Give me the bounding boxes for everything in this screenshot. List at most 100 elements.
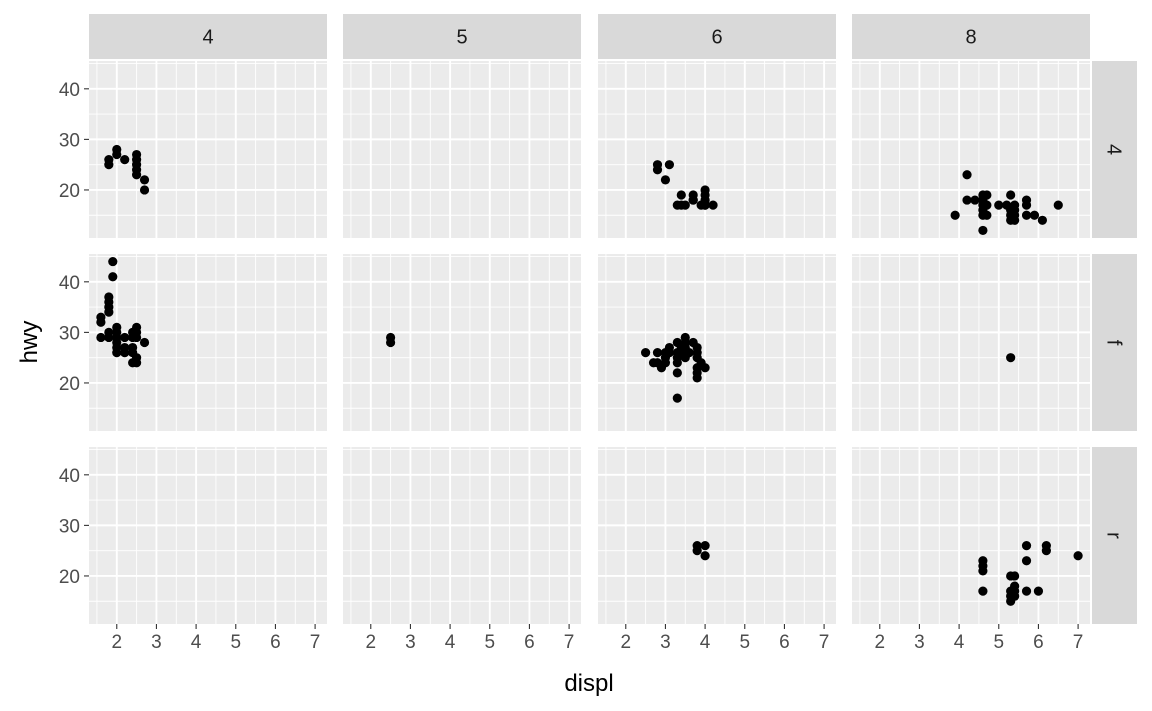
data-point: [1021, 586, 1032, 596]
y-tick-label: 40: [59, 273, 80, 294]
data-point: [672, 358, 682, 368]
data-point: [1021, 200, 1032, 210]
panel-background: [343, 61, 581, 238]
data-point: [104, 155, 114, 165]
data-point: [652, 165, 663, 175]
data-point: [1073, 551, 1083, 561]
data-point: [970, 195, 980, 205]
panel-background: [598, 254, 836, 431]
panel-background: [852, 61, 1090, 238]
data-point: [120, 155, 130, 165]
x-tick-label: 6: [524, 632, 535, 653]
x-tick-label: 3: [914, 632, 925, 653]
y-tick-label: 20: [59, 181, 80, 202]
data-point: [1010, 571, 1020, 581]
data-point: [1021, 556, 1032, 566]
data-point: [1010, 215, 1020, 225]
data-point: [700, 551, 710, 561]
x-tick-label: 2: [874, 632, 885, 653]
panel-background: [343, 254, 581, 431]
strip-label: r: [1103, 532, 1125, 539]
strip-label: 4: [202, 27, 213, 49]
data-point: [700, 200, 710, 210]
y-tick-label: 20: [59, 567, 80, 588]
strip-col-8: 8: [852, 14, 1090, 59]
strip-label: 5: [456, 27, 467, 49]
data-point: [692, 546, 702, 556]
data-point: [386, 337, 396, 348]
panel-r-8: [852, 447, 1090, 624]
data-point: [652, 348, 663, 358]
x-tick-label: 5: [230, 632, 241, 653]
x-tick-label: 7: [564, 632, 575, 653]
y-tick-label: 20: [59, 374, 80, 395]
x-tick-label: 6: [779, 632, 790, 653]
x-tick-label: 3: [151, 632, 162, 653]
panel-background: [89, 61, 327, 238]
data-point: [120, 332, 130, 343]
data-point: [982, 190, 992, 200]
data-point: [1029, 210, 1040, 220]
data-point: [139, 337, 150, 348]
y-tick-label: 30: [59, 323, 80, 344]
x-tick-label: 5: [993, 632, 1004, 653]
panel-f-8: [852, 254, 1090, 431]
panel-f-6: [598, 254, 836, 431]
x-tick-label: 5: [484, 632, 495, 653]
x-tick-label: 4: [191, 632, 202, 653]
panel-background: [343, 447, 581, 624]
panel-4-6: [598, 61, 836, 238]
panel-background: [89, 447, 327, 624]
panel-background: [852, 447, 1090, 624]
data-point: [96, 312, 106, 322]
strip-label: 6: [711, 27, 722, 49]
strip-label: 4: [1103, 144, 1125, 155]
data-point: [700, 363, 710, 373]
strip-background: [89, 14, 327, 59]
data-point: [108, 272, 118, 282]
data-point: [708, 200, 718, 210]
panel-background: [89, 254, 327, 431]
y-axis-title: hwy: [16, 321, 43, 364]
x-tick-label: 2: [111, 632, 122, 653]
x-tick-label: 7: [1073, 632, 1084, 653]
x-tick-label: 3: [405, 632, 416, 653]
panel-r-4: [89, 447, 327, 624]
x-tick-label: 3: [660, 632, 671, 653]
strip-background: [852, 14, 1090, 59]
x-tick-label: 6: [270, 632, 281, 653]
data-point: [104, 327, 114, 337]
data-point: [1006, 353, 1016, 363]
panel-4-5: [343, 61, 581, 238]
data-point: [672, 368, 682, 378]
x-tick-label: 5: [739, 632, 750, 653]
data-point: [132, 332, 142, 343]
y-tick-label: 30: [59, 130, 80, 151]
panel-background: [598, 61, 836, 238]
data-point: [1021, 210, 1032, 220]
data-point: [660, 358, 671, 368]
panels-layer: [89, 61, 1090, 624]
data-point: [1006, 190, 1016, 200]
data-point: [672, 393, 682, 403]
x-tick-label: 4: [954, 632, 965, 653]
data-point: [950, 210, 960, 220]
data-point: [680, 200, 690, 210]
data-point: [978, 586, 988, 596]
x-tick-label: 7: [819, 632, 830, 653]
axes-layer: 2 3 4 5 6 7 2 3 4 5 6 7 2 3 4 5 6 7 2 3 4 5 6 7 20 30 40 20 30 40 20 30…: [59, 80, 1084, 653]
panel-r-5: [343, 447, 581, 624]
data-point: [1033, 586, 1044, 596]
x-axis-title: displ: [564, 670, 613, 697]
data-point: [104, 292, 114, 302]
strip-background: [1092, 447, 1137, 624]
panel-4-8: [852, 61, 1090, 238]
data-point: [112, 322, 122, 332]
panel-background: [852, 254, 1090, 431]
data-point: [1010, 591, 1020, 601]
data-point: [982, 210, 992, 220]
y-tick-label: 40: [59, 466, 80, 487]
data-point: [962, 170, 972, 180]
x-tick-label: 2: [365, 632, 376, 653]
data-point: [962, 195, 972, 205]
